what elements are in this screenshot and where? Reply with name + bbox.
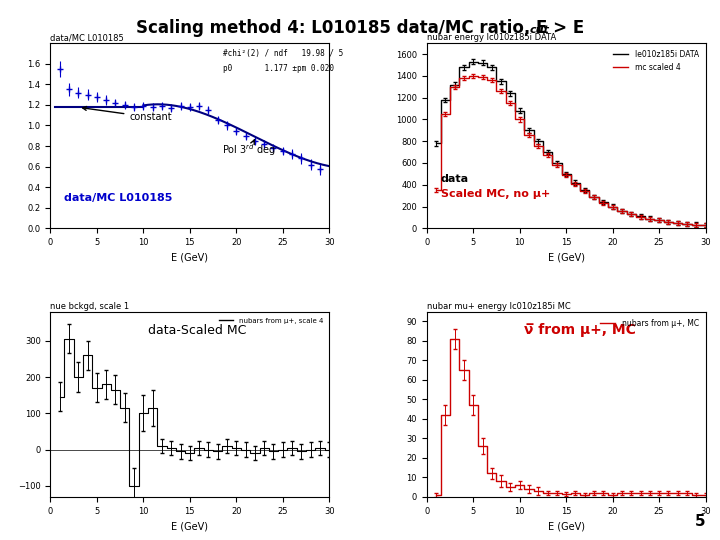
Text: nubar mu+ energy lc010z185i MC: nubar mu+ energy lc010z185i MC	[427, 302, 570, 311]
Text: nue bckgd, scale 1: nue bckgd, scale 1	[50, 302, 130, 311]
Text: Scaled MC, no μ+: Scaled MC, no μ+	[441, 189, 550, 199]
Text: data: data	[441, 174, 469, 184]
Text: data/MC L010185: data/MC L010185	[50, 33, 124, 43]
X-axis label: E (GeV): E (GeV)	[548, 521, 585, 531]
X-axis label: E (GeV): E (GeV)	[171, 253, 208, 262]
Text: Pol 3$^{rd}$ deg: Pol 3$^{rd}$ deg	[222, 139, 276, 158]
Text: data-Scaled MC: data-Scaled MC	[148, 324, 246, 337]
Text: nubar energy lc010z185i DATA: nubar energy lc010z185i DATA	[427, 33, 556, 43]
Text: ν̅ from μ+, MC: ν̅ from μ+, MC	[524, 323, 636, 337]
Legend: nubars from μ+, MC: nubars from μ+, MC	[597, 315, 702, 330]
X-axis label: E (GeV): E (GeV)	[548, 253, 585, 262]
Text: 5: 5	[695, 514, 706, 529]
Legend: le010z185i DATA, mc scaled 4: le010z185i DATA, mc scaled 4	[610, 47, 702, 75]
Legend: nubars from μ+, scale 4: nubars from μ+, scale 4	[217, 315, 325, 327]
Text: #chi²(2) / ndf   19.98 / 5: #chi²(2) / ndf 19.98 / 5	[223, 49, 343, 58]
Text: cut: cut	[529, 25, 549, 35]
Text: p0       1.177 ±pm 0.020: p0 1.177 ±pm 0.020	[223, 64, 334, 73]
Text: Scaling method 4: L010185 data/MC ratio, E > E: Scaling method 4: L010185 data/MC ratio,…	[136, 19, 584, 37]
X-axis label: E (GeV): E (GeV)	[171, 521, 208, 531]
Text: data/MC L010185: data/MC L010185	[64, 193, 173, 202]
Text: constant: constant	[83, 106, 172, 123]
